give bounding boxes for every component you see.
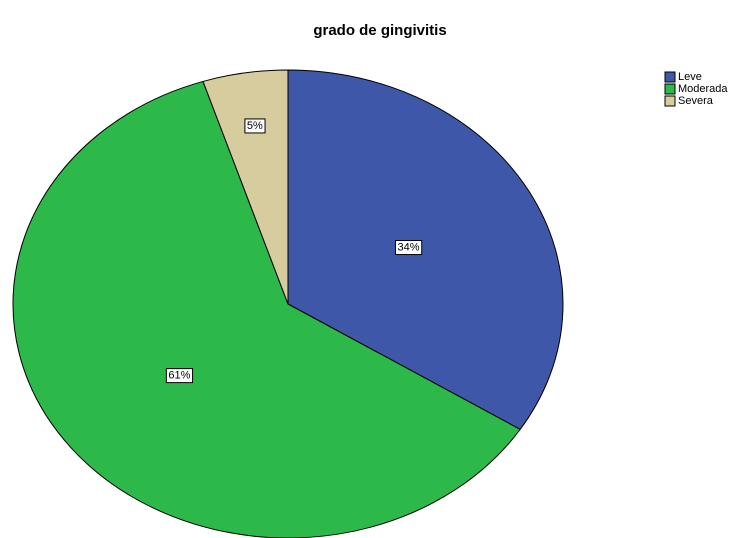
legend-swatch — [664, 71, 676, 83]
legend-swatch — [664, 83, 676, 95]
legend-label: Leve — [678, 71, 702, 83]
data-label: 5% — [247, 120, 263, 132]
chart-title: grado de gingivitis — [313, 22, 446, 39]
legend-label: Severa — [678, 95, 714, 107]
legend-label: Moderada — [678, 83, 728, 95]
data-label-box — [394, 240, 423, 256]
data-label: 34% — [397, 242, 419, 254]
data-label-box — [244, 118, 266, 134]
data-label: 61% — [168, 370, 190, 382]
pie-slice — [12, 80, 521, 538]
pie-slice — [202, 69, 289, 305]
pie-slice — [287, 69, 564, 431]
legend-swatch — [664, 95, 676, 107]
data-label-box — [165, 368, 194, 384]
